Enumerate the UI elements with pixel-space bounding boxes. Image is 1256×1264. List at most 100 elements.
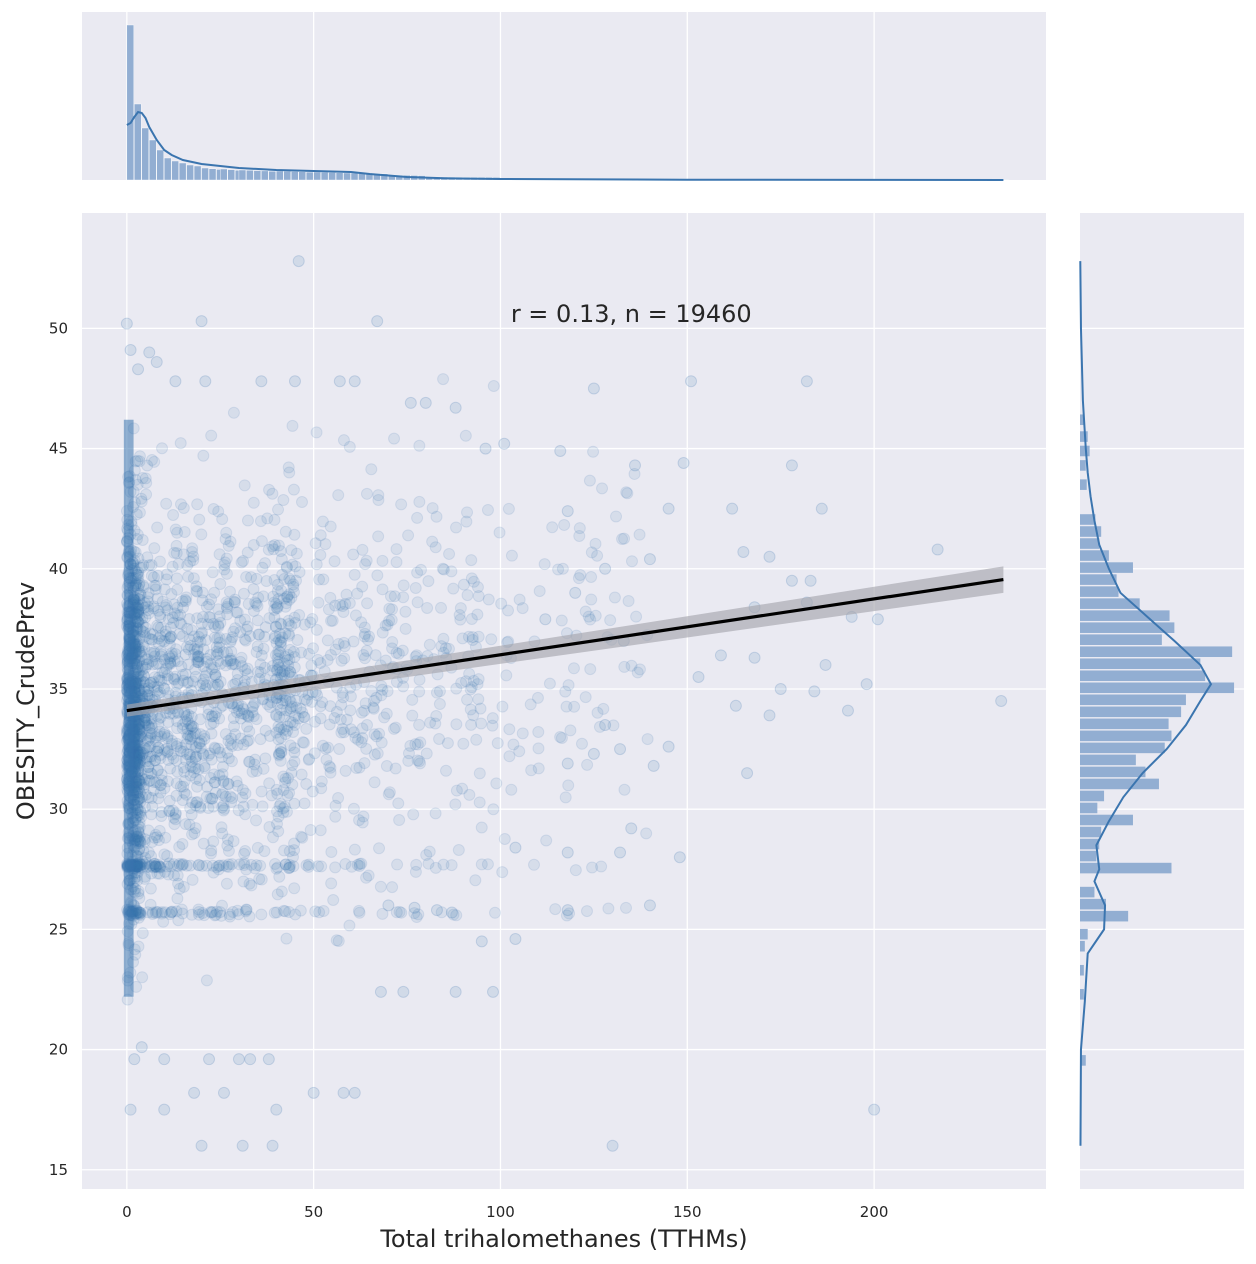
dense-point — [133, 816, 146, 829]
dense-point — [485, 633, 498, 646]
dense-point — [294, 702, 307, 715]
dense-point — [324, 700, 337, 713]
dense-point — [258, 845, 271, 858]
dense-point — [256, 800, 269, 813]
dense-point — [171, 892, 184, 905]
dense-point — [136, 660, 149, 673]
dense-point — [283, 653, 296, 666]
dense-point — [220, 860, 233, 873]
dense-point — [150, 860, 163, 873]
dense-point — [196, 586, 209, 599]
dense-point — [413, 755, 426, 768]
dense-point — [378, 711, 391, 724]
dense-point — [462, 630, 475, 643]
dense-point — [249, 596, 262, 609]
dense-point — [140, 716, 153, 729]
dense-point — [395, 498, 408, 511]
dense-point — [139, 742, 152, 755]
dense-point — [496, 866, 509, 879]
dense-point — [271, 805, 284, 818]
scatter-point — [124, 344, 137, 357]
dense-point — [347, 635, 360, 648]
x-hist-bar — [227, 169, 235, 181]
x-hist-bar — [164, 157, 172, 181]
dense-point — [136, 639, 149, 652]
dense-point — [349, 731, 362, 744]
dense-point — [335, 726, 348, 739]
dense-point — [298, 693, 311, 706]
dense-point — [144, 677, 157, 690]
dense-point — [237, 859, 250, 872]
dense-point — [286, 419, 299, 432]
dense-point — [209, 668, 222, 681]
dense-point — [295, 496, 308, 509]
dense-point — [618, 532, 631, 545]
dense-point — [208, 768, 221, 781]
dense-point — [288, 755, 301, 768]
x-hist-bar — [283, 171, 291, 181]
dense-point — [618, 783, 631, 796]
dense-point — [179, 668, 192, 681]
dense-point — [278, 665, 291, 678]
dense-point — [332, 934, 345, 947]
y-hist-bar — [1080, 826, 1102, 838]
dense-point — [337, 605, 350, 618]
dense-point — [335, 698, 348, 711]
dense-point — [288, 611, 301, 624]
dense-point — [191, 643, 204, 656]
dense-point — [271, 663, 284, 676]
dense-point — [198, 760, 211, 773]
dense-point — [133, 860, 146, 873]
dense-point — [202, 749, 215, 762]
dense-point — [554, 731, 567, 744]
dense-point — [356, 816, 369, 829]
dense-point — [196, 859, 209, 872]
dense-point — [278, 844, 291, 857]
dense-point — [201, 780, 214, 793]
dense-point — [241, 709, 254, 722]
x-hist-bar — [320, 172, 329, 181]
dense-point — [143, 678, 156, 691]
dense-point — [147, 861, 160, 874]
dense-point — [148, 455, 161, 468]
dense-point — [222, 860, 235, 873]
x-hist-bar — [343, 172, 351, 181]
dense-point — [275, 584, 288, 597]
dense-point — [227, 712, 240, 725]
dense-point — [383, 602, 396, 615]
dense-point — [187, 727, 200, 740]
dense-point — [309, 715, 322, 728]
dense-point — [161, 604, 174, 617]
dense-point — [191, 635, 204, 648]
y-hist-bar — [1080, 538, 1100, 549]
dense-point — [196, 747, 209, 760]
dense-point — [273, 646, 286, 659]
dense-point — [225, 645, 238, 658]
scatter-point — [741, 767, 754, 780]
dense-point — [575, 737, 588, 750]
scatter-point — [199, 375, 212, 388]
y-tick-label: 30 — [49, 800, 68, 818]
dense-point — [532, 725, 545, 738]
dense-point — [395, 906, 408, 919]
dense-point — [231, 739, 244, 752]
scatter-point — [815, 502, 828, 515]
dense-point — [140, 755, 153, 768]
dense-point — [207, 866, 220, 879]
dense-point — [288, 742, 301, 755]
dense-point — [245, 858, 258, 871]
dense-point — [221, 602, 234, 615]
dense-point — [170, 572, 183, 585]
dense-point — [280, 561, 293, 574]
scatter-point — [475, 935, 488, 948]
dense-point — [284, 705, 297, 718]
dense-point — [343, 440, 356, 453]
dense-point — [198, 730, 211, 743]
dense-point — [213, 548, 226, 561]
dense-point — [466, 633, 479, 646]
dense-point — [200, 652, 213, 665]
dense-point — [133, 759, 146, 772]
dense-point — [216, 760, 229, 773]
dense-point — [469, 874, 482, 887]
scatter-point — [195, 315, 208, 328]
